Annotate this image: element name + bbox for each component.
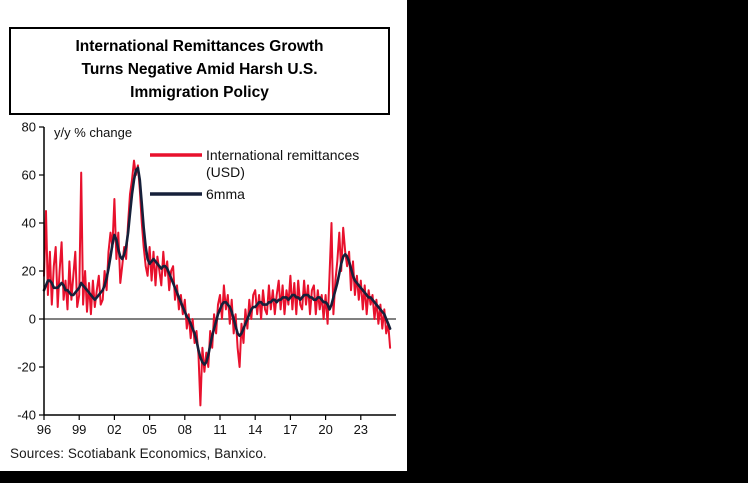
legend: International remittances (USD) 6mma xyxy=(150,147,359,202)
chart-title-line-1: International Remittances Growth xyxy=(75,38,324,55)
x-tick-label: 11 xyxy=(213,422,227,437)
y-tick-label: 40 xyxy=(22,216,36,231)
y-tick-label: 60 xyxy=(22,168,36,183)
x-tick-label: 96 xyxy=(37,422,51,437)
x-tick-label: 08 xyxy=(178,422,192,437)
chart-title-line-2: Turns Negative Amid Harsh U.S. xyxy=(81,60,318,78)
x-tick-label: 05 xyxy=(142,422,156,437)
legend-remittances-label-line2: (USD) xyxy=(206,164,245,180)
x-tick-label: 20 xyxy=(318,422,332,437)
legend-6mma-label: 6mma xyxy=(206,186,245,202)
x-tick-label: 14 xyxy=(248,422,262,437)
sources-note: Sources: Scotiabank Economics, Banxico. xyxy=(10,446,267,461)
y-tick-label: 80 xyxy=(22,120,36,135)
y-tick-label: 20 xyxy=(22,264,36,279)
legend-remittances-label-line1: International remittances xyxy=(206,147,359,163)
x-tick-label: 23 xyxy=(354,422,368,437)
yoy-annotation: y/y % change xyxy=(54,125,132,140)
chart-title-line-3: Immigration Policy xyxy=(130,83,269,101)
chart-panel: International Remittances Growth Turns N… xyxy=(0,0,407,471)
chart-title-box: International Remittances Growth Turns N… xyxy=(9,27,390,115)
y-tick-label: -20 xyxy=(17,360,36,375)
x-tick-label: 99 xyxy=(72,422,86,437)
y-tick-label: -40 xyxy=(17,408,36,423)
mma-line xyxy=(42,166,392,366)
x-tick-label: 02 xyxy=(107,422,121,437)
y-tick-label: 0 xyxy=(29,312,36,327)
x-tick-label: 17 xyxy=(283,422,297,437)
